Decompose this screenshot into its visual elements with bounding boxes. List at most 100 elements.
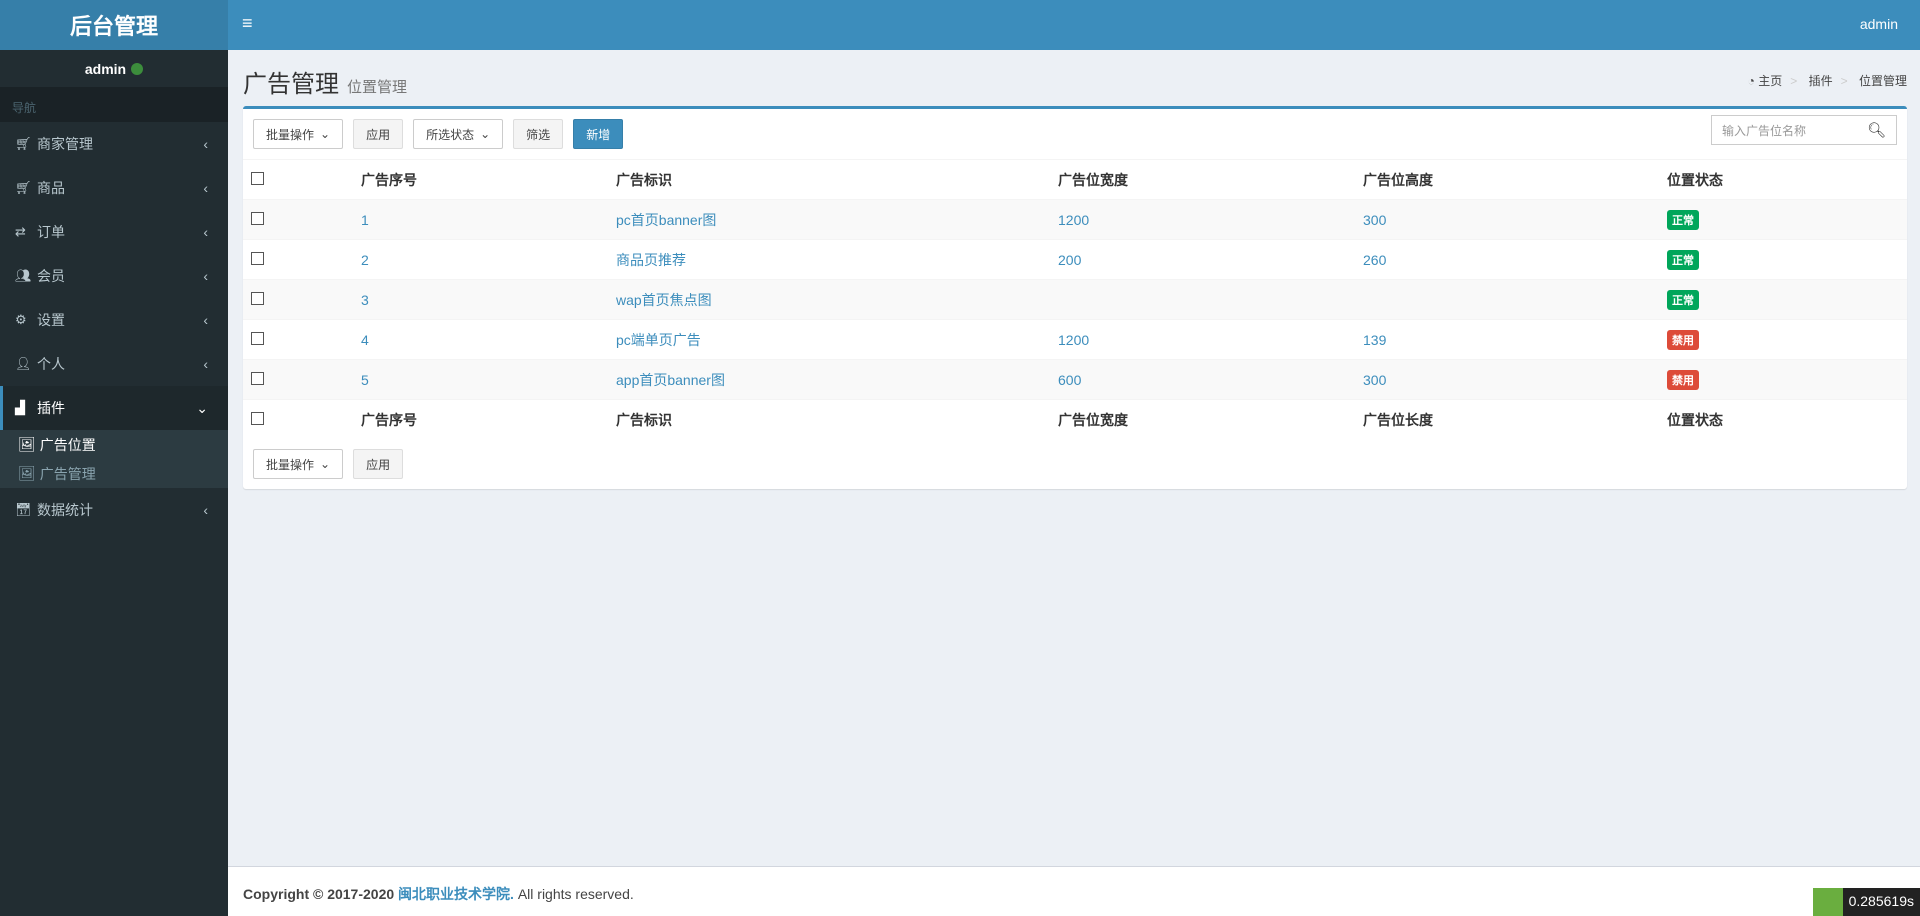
image-icon: 🖼︎ [18, 436, 36, 452]
apply-button[interactable]: 应用 [353, 449, 404, 479]
debug-timer[interactable]: 0.285619s [1812, 888, 1920, 916]
sidebar: 后台管理 admin 导航 🛒︎ 商家管理 ‹ 🛒︎ 商品 ‹ ⇄ 订单 ‹ 👥︎ 会员 ‹ ⚙… [0, 0, 228, 916]
row-checkbox[interactable] [251, 211, 264, 225]
cart-icon: 🛒︎ [15, 136, 32, 151]
submenu-label: 广告管理 [39, 465, 96, 482]
sidebar-item-ad-position[interactable]: 🖼︎ 广告位置 [0, 430, 228, 459]
row-id[interactable]: 4 [361, 331, 369, 348]
col-header: 广告标识 [608, 159, 1050, 200]
user-name: admin [84, 60, 127, 77]
col-header: 广告位高度 [1355, 159, 1659, 200]
bulk-action-select[interactable]: 批量操作 ⌄ [253, 449, 344, 479]
menu-label: 商家管理 [37, 136, 93, 152]
status-badge[interactable]: 禁用 [1667, 329, 1699, 350]
breadcrumb-current: 位置管理 [1858, 74, 1907, 88]
row-width[interactable]: 1200 [1058, 211, 1090, 228]
user-menu[interactable]: admin [1859, 16, 1898, 32]
col-footer: 广告序号 [353, 399, 608, 440]
breadcrumb-home[interactable]: 主页 [1758, 74, 1783, 88]
sidebar-item-settings[interactable]: ⚙ 设置 ‹ [0, 298, 228, 342]
status-badge[interactable]: 禁用 [1667, 369, 1699, 390]
chevron-left-icon: ‹ [203, 136, 208, 152]
row-height[interactable]: 139 [1363, 331, 1387, 348]
copyright: Copyright © 2017-2020 [243, 886, 395, 902]
cart-icon: 🛒︎ [15, 180, 32, 195]
row-id[interactable]: 1 [361, 211, 369, 228]
footer: Copyright © 2017-2020 闽北职业技术学院. All righ… [228, 866, 1920, 916]
table-row: 1 pc首页banner图 1200 300 正常 [243, 199, 1907, 240]
filter-button[interactable]: 筛选 [513, 119, 564, 149]
sidebar-item-members[interactable]: 👥︎ 会员 ‹ [0, 254, 228, 298]
page-title-text: 广告管理 [243, 71, 339, 98]
sidebar-item-orders[interactable]: ⇄ 订单 ‹ [0, 210, 228, 254]
breadcrumb-plugins[interactable]: 插件 [1808, 74, 1833, 88]
row-name[interactable]: pc首页banner图 [616, 211, 717, 228]
sidebar-item-merchant[interactable]: 🛒︎ 商家管理 ‹ [0, 122, 228, 166]
row-id[interactable]: 2 [361, 251, 369, 268]
row-name[interactable]: 商品页推荐 [616, 251, 686, 268]
table-row: 5 app首页banner图 600 300 禁用 [243, 359, 1907, 400]
col-header: 广告位宽度 [1050, 159, 1355, 200]
row-height[interactable]: 300 [1363, 211, 1387, 228]
chevron-down-icon: ⌄ [196, 399, 208, 416]
table-row: 3 wap首页焦点图 正常 [243, 279, 1907, 320]
timer-value: 0.285619s [1842, 888, 1920, 916]
row-name[interactable]: pc端单页广告 [616, 331, 701, 348]
row-width[interactable]: 600 [1058, 371, 1082, 388]
add-button[interactable]: 新增 [573, 119, 624, 149]
chevron-left-icon: ‹ [203, 502, 208, 518]
row-name[interactable]: wap首页焦点图 [616, 291, 712, 308]
org-link[interactable]: 闽北职业技术学院. [398, 886, 514, 902]
menu-label: 商品 [37, 180, 65, 196]
sidebar-item-personal[interactable]: 👤︎ 个人 ‹ [0, 342, 228, 386]
status-select[interactable]: 所选状态 ⌄ [413, 119, 504, 149]
select-all-checkbox[interactable] [251, 171, 264, 185]
row-id[interactable]: 5 [361, 371, 369, 388]
row-checkbox[interactable] [251, 371, 264, 385]
chevron-down-icon: ⌄ [320, 457, 331, 471]
submenu-label: 广告位置 [39, 436, 96, 453]
table-row: 2 商品页推荐 200 260 正常 [243, 239, 1907, 280]
toolbar: 批量操作 ⌄ 应用 所选状态 ⌄ 筛选 新增 [253, 119, 624, 149]
sidebar-item-plugins[interactable]: ▟ 插件 ⌄ [0, 386, 228, 430]
calendar-icon: 📅︎ [15, 502, 32, 517]
row-id[interactable]: 3 [361, 291, 369, 308]
bulk-action-select[interactable]: 批量操作 ⌄ [253, 119, 344, 149]
top-navbar: ≡ admin [228, 0, 1920, 50]
status-badge[interactable]: 正常 [1667, 289, 1699, 310]
row-height[interactable]: 260 [1363, 251, 1387, 268]
row-checkbox[interactable] [251, 291, 264, 305]
page-subtitle: 位置管理 [347, 79, 408, 96]
puzzle-icon: ▟ [15, 400, 25, 415]
chevron-down-icon: ⌄ [320, 127, 331, 141]
breadcrumb: ◔ 主页 > 插件 > 位置管理 [1747, 74, 1907, 88]
row-width[interactable]: 1200 [1058, 331, 1090, 348]
col-footer: 广告位长度 [1355, 399, 1659, 440]
sidebar-toggle-icon[interactable]: ≡ [242, 13, 253, 33]
sidebar-item-ad-management[interactable]: 🖼︎ 广告管理 [0, 459, 228, 488]
row-checkbox[interactable] [251, 331, 264, 345]
select-all-checkbox[interactable] [251, 411, 264, 425]
status-badge[interactable]: 正常 [1667, 249, 1699, 270]
app-logo[interactable]: 后台管理 [0, 0, 228, 50]
search-input[interactable]: 输入广告位名称 🔍︎ [1711, 115, 1897, 145]
chevron-left-icon: ‹ [203, 224, 208, 240]
menu-label: 会员 [37, 268, 65, 284]
chevron-left-icon: ‹ [203, 312, 208, 328]
row-checkbox[interactable] [251, 251, 264, 265]
col-header: 位置状态 [1659, 159, 1907, 200]
menu-label: 插件 [37, 400, 65, 416]
row-height[interactable]: 300 [1363, 371, 1387, 388]
search-icon[interactable]: 🔍︎ [1866, 122, 1886, 139]
nav-header: 导航 [0, 87, 228, 122]
cogs-icon: ⚙ [15, 312, 27, 327]
status-badge[interactable]: 正常 [1667, 209, 1699, 230]
row-width[interactable]: 200 [1058, 251, 1082, 268]
sidebar-item-statistics[interactable]: 📅︎ 数据统计 ‹ [0, 488, 228, 532]
user-panel: admin [0, 50, 228, 87]
menu-label: 数据统计 [37, 502, 93, 518]
sidebar-item-goods[interactable]: 🛒︎ 商品 ‹ [0, 166, 228, 210]
chevron-left-icon: ‹ [203, 356, 208, 372]
apply-button[interactable]: 应用 [353, 119, 404, 149]
row-name[interactable]: app首页banner图 [616, 371, 725, 388]
